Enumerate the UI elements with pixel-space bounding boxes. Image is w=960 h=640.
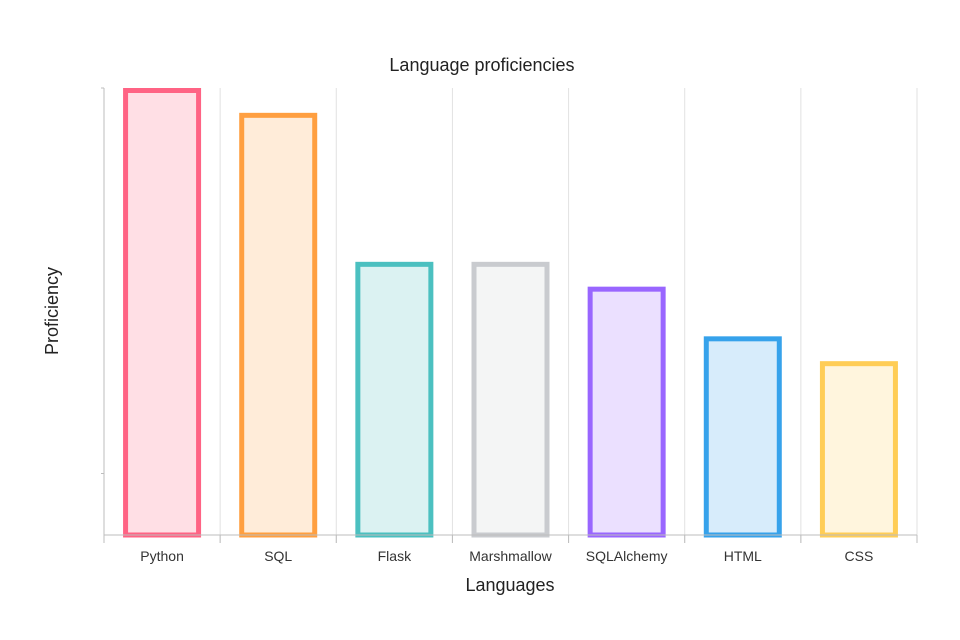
bar-flask <box>355 261 434 538</box>
x-tick-label: HTML <box>724 548 762 564</box>
x-tick-labels: Python SQL Flask Marshmallow SQLAlchemy HTML C… <box>140 548 873 564</box>
x-tick-label: Python <box>140 548 184 564</box>
bar-marshmallow <box>471 261 550 538</box>
bar-sqlalchemy <box>587 286 666 538</box>
x-tick-label: Marshmallow <box>469 548 552 564</box>
x-axis-label: Languages <box>465 575 554 595</box>
x-tick-label: Flask <box>378 548 412 564</box>
bars <box>123 88 898 538</box>
bar-python <box>123 88 202 538</box>
bar-sql <box>239 112 318 538</box>
bar-css <box>819 361 898 538</box>
x-tick-label: SQLAlchemy <box>586 548 668 564</box>
chart-title: Language proficiencies <box>389 55 574 75</box>
bar-html <box>703 336 782 538</box>
y-axis-label: Proficiency <box>42 267 62 355</box>
grid-lines <box>219 88 918 543</box>
x-tick-label: SQL <box>264 548 292 564</box>
x-tick-label: CSS <box>845 548 874 564</box>
axes <box>101 87 918 543</box>
